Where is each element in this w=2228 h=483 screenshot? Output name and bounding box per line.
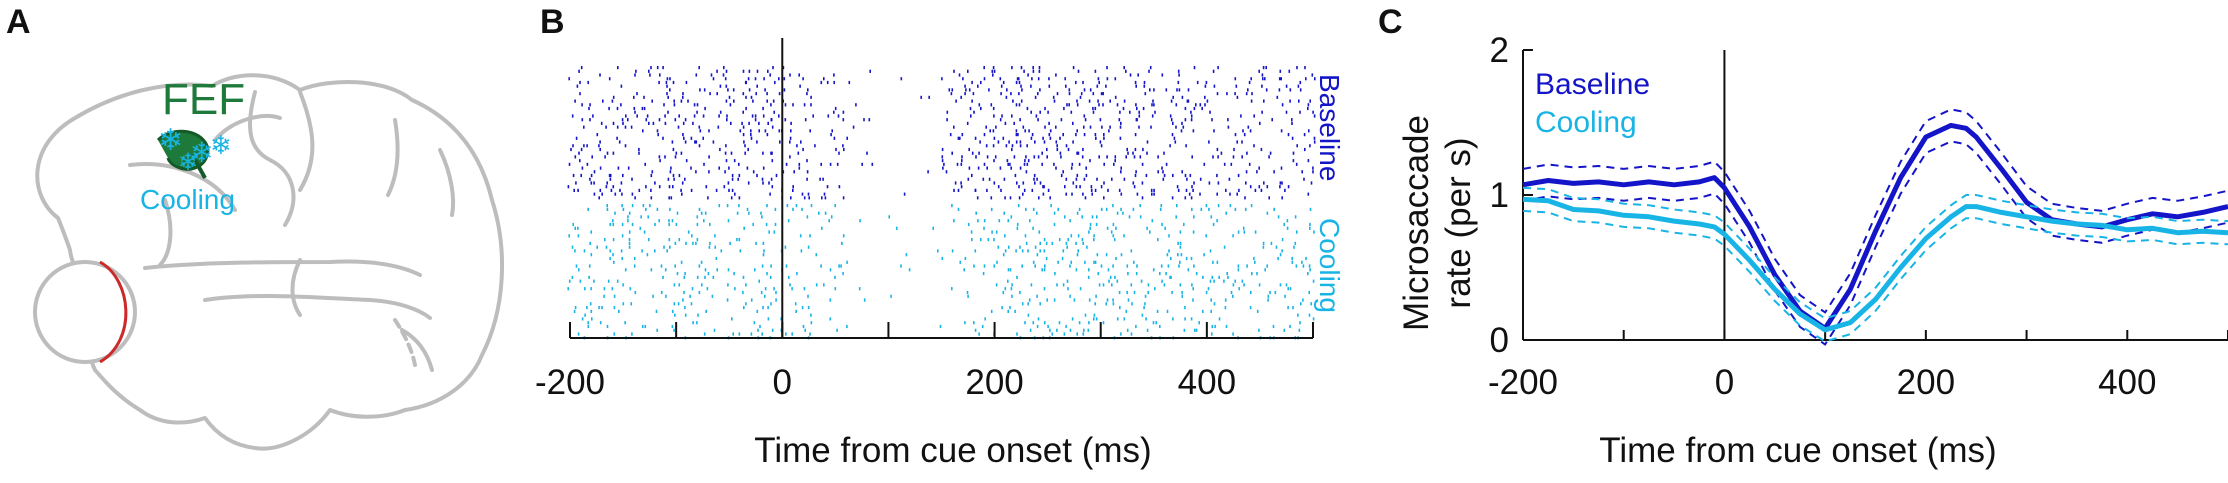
raster-x-axis: -200 0 200 400 xyxy=(535,322,1314,402)
sulcus-dashed xyxy=(393,318,417,367)
x-tick-label: 400 xyxy=(2098,363,2156,402)
sulcus-central xyxy=(248,90,296,227)
x-tick-label: -200 xyxy=(1488,363,1558,402)
cooling-loop-body xyxy=(156,129,210,171)
line-axes: 012-200 0 200 400 xyxy=(1488,31,2228,402)
panel-a: A FEF ❄ ❄ xyxy=(6,3,504,451)
sulcus-1 xyxy=(128,162,237,212)
brain-outline xyxy=(35,73,504,451)
cooling-label: Cooling xyxy=(140,184,235,215)
raster-x-tick-label: 200 xyxy=(965,363,1023,402)
panel-b-letter: B xyxy=(540,3,565,41)
panel-b: B -200 0 200 400 Time from cue onset (ms) B… xyxy=(535,3,1345,470)
sulcus-6 xyxy=(438,148,456,217)
brain-hemisphere-contour xyxy=(35,73,504,451)
raster-legend-cooling: Cooling xyxy=(1314,218,1345,313)
line-y-label-line-1: Microsaccade xyxy=(1397,115,1436,331)
series-lower-bound xyxy=(1522,209,2228,343)
raster-baseline xyxy=(567,66,1316,200)
raster-cooling xyxy=(567,204,1315,340)
line-x-label: Time from cue onset (ms) xyxy=(1599,431,1996,470)
raster-x-tick-label: 400 xyxy=(1178,363,1236,402)
raster-x-tick-label: 0 xyxy=(773,363,792,402)
legend-entry: Cooling xyxy=(1535,106,1637,139)
x-tick-label: 0 xyxy=(1715,363,1734,402)
snowflake-icon: ❄ xyxy=(210,130,232,160)
legend-entry: Baseline xyxy=(1535,68,1650,101)
raster-legend-baseline: Baseline xyxy=(1314,74,1345,181)
panel-c-letter: C xyxy=(1378,3,1403,41)
sulcus-temporal xyxy=(203,293,432,320)
line-y-label-line-2: rate (per s) xyxy=(1439,137,1478,308)
sulcus-5 xyxy=(386,118,400,197)
line-legend: Baseline Cooling xyxy=(1535,68,1650,139)
raster-x-label: Time from cue onset (ms) xyxy=(754,431,1151,470)
series-line xyxy=(1522,196,2228,333)
y-tick-label: 0 xyxy=(1490,321,1509,360)
series-upper-bound xyxy=(1522,186,2228,320)
raster-x-tick-label: -200 xyxy=(535,363,605,402)
y-tick-label: 2 xyxy=(1490,31,1509,70)
eye-rim xyxy=(99,260,128,364)
sulcus-3 xyxy=(298,90,315,192)
panel-a-letter: A xyxy=(6,3,31,41)
series-lower-bound xyxy=(1522,140,2228,346)
eye xyxy=(33,260,137,364)
sulcus-4 xyxy=(158,198,173,267)
y-tick-label: 1 xyxy=(1490,176,1509,215)
snowflake-icon: ❄ xyxy=(190,137,213,168)
sulcus-2 xyxy=(213,114,282,142)
series-upper-bound xyxy=(1522,108,2228,314)
snowflake-icon: ❄ xyxy=(158,124,183,157)
cooling-loop-tube xyxy=(193,159,207,179)
fef-cooling-loop xyxy=(156,129,210,179)
sulcus-lateral xyxy=(143,259,422,277)
snowflake-icon: ❄ xyxy=(178,149,198,176)
line-series xyxy=(1522,108,2228,346)
sulcus-8 xyxy=(290,258,302,317)
sulcus-7 xyxy=(400,328,434,372)
x-tick-label: 200 xyxy=(1897,363,1955,402)
eye-globe xyxy=(33,260,137,364)
fef-label: FEF xyxy=(162,75,245,124)
